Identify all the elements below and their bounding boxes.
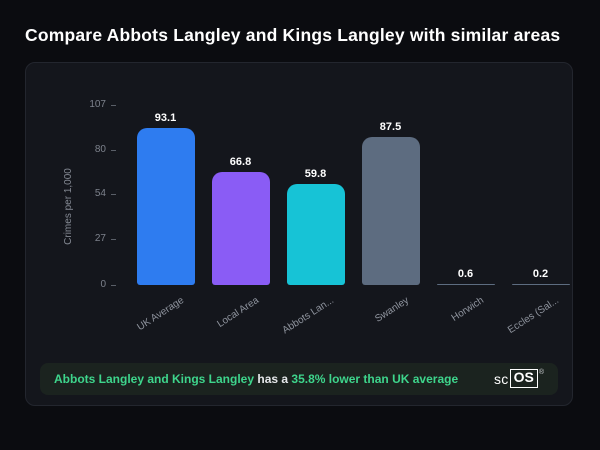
- bar-5[interactable]: [511, 283, 570, 285]
- y-tick-mark: [111, 104, 116, 106]
- bar-4[interactable]: [436, 283, 495, 285]
- logo-box: OS: [509, 369, 538, 388]
- y-tick-label: 80: [94, 144, 106, 156]
- y-tick-mark: [111, 284, 116, 286]
- bar-value-label: 87.5: [379, 121, 402, 134]
- summary-text: Abbots Langley and Kings Langley has a 3…: [54, 372, 458, 386]
- summary-middle-text: has a: [254, 371, 292, 386]
- summary-highlight-stat: 35.8% lower than UK average: [291, 371, 459, 386]
- y-tick-mark: [111, 150, 116, 152]
- y-tick-mark: [111, 193, 116, 195]
- logo-prefix: sc: [493, 370, 509, 387]
- summary-banner: Abbots Langley and Kings Langley has a 3…: [40, 362, 558, 395]
- bar-1[interactable]: [211, 172, 270, 285]
- y-axis-label: Crimes per 1,000: [62, 167, 74, 245]
- bar-chart: Crimes per 1,000 0 27 54 80 107 93.1 UK Averag…: [56, 99, 572, 336]
- y-tick-label: 107: [89, 98, 106, 110]
- bar-value-label: 0.6: [457, 267, 474, 280]
- scos-logo: sc OS ®: [493, 369, 544, 388]
- y-tick-label: 0: [100, 278, 106, 290]
- bar-value-label: 66.8: [229, 156, 252, 169]
- summary-highlight-areas: Abbots Langley and Kings Langley: [54, 371, 255, 386]
- registered-mark-icon: ®: [538, 369, 544, 377]
- bar-value-label: 93.1: [154, 112, 177, 124]
- page-title: Compare Abbots Langley and Kings Langley…: [25, 25, 561, 45]
- chart-card: Crimes per 1,000 0 27 54 80 107 93.1 UK Averag…: [25, 61, 573, 406]
- bar-0[interactable]: [136, 128, 195, 285]
- plot-area: 0 27 54 80 107 93.1 UK Average 66.8 Local Area 59…: [82, 99, 592, 336]
- bar-value-label: 0.2: [532, 267, 549, 280]
- y-tick-label: 54: [94, 187, 106, 199]
- y-tick-mark: [111, 239, 116, 241]
- page: Compare Abbots Langley and Kings Langley…: [25, 25, 573, 406]
- bar-2[interactable]: [286, 184, 345, 285]
- bar-3[interactable]: [361, 137, 420, 285]
- y-tick-label: 27: [94, 233, 106, 245]
- bar-value-label: 59.8: [304, 168, 327, 181]
